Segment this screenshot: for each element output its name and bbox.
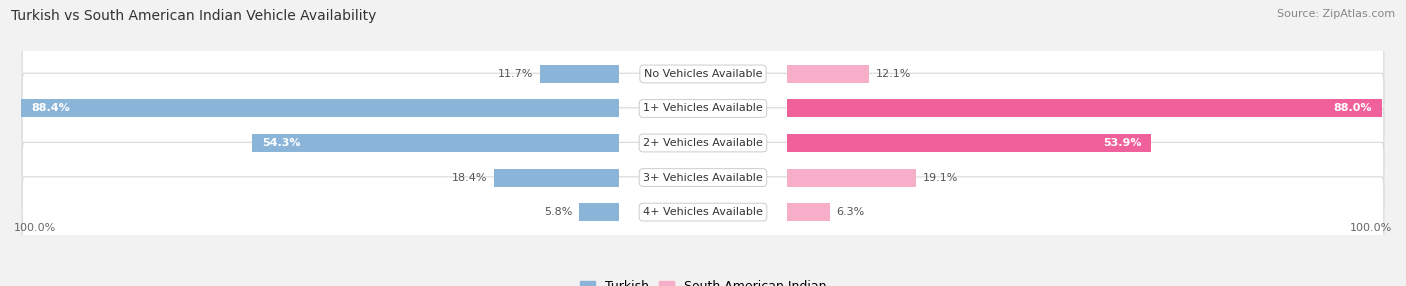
Text: 5.8%: 5.8% — [544, 207, 572, 217]
Text: 3+ Vehicles Available: 3+ Vehicles Available — [643, 172, 763, 182]
Text: 88.4%: 88.4% — [31, 104, 70, 114]
Bar — [540, 65, 619, 83]
Text: 53.9%: 53.9% — [1102, 138, 1142, 148]
Text: 54.3%: 54.3% — [262, 138, 301, 148]
Bar — [252, 134, 619, 152]
Text: No Vehicles Available: No Vehicles Available — [644, 69, 762, 79]
Text: 6.3%: 6.3% — [837, 207, 865, 217]
Text: Turkish vs South American Indian Vehicle Availability: Turkish vs South American Indian Vehicle… — [11, 9, 377, 23]
Text: Source: ZipAtlas.com: Source: ZipAtlas.com — [1277, 9, 1395, 19]
FancyBboxPatch shape — [22, 108, 1384, 178]
Bar — [787, 100, 1382, 118]
Text: 2+ Vehicles Available: 2+ Vehicles Available — [643, 138, 763, 148]
Legend: Turkish, South American Indian: Turkish, South American Indian — [575, 275, 831, 286]
Text: 88.0%: 88.0% — [1333, 104, 1372, 114]
Bar — [21, 100, 619, 118]
FancyBboxPatch shape — [22, 39, 1384, 109]
Bar — [787, 203, 830, 221]
Text: 100.0%: 100.0% — [14, 223, 56, 233]
Text: 12.1%: 12.1% — [876, 69, 911, 79]
Text: 19.1%: 19.1% — [924, 172, 959, 182]
Bar — [787, 65, 869, 83]
Text: 18.4%: 18.4% — [453, 172, 488, 182]
Text: 100.0%: 100.0% — [1350, 223, 1392, 233]
FancyBboxPatch shape — [22, 73, 1384, 144]
Bar — [787, 168, 917, 186]
Text: 1+ Vehicles Available: 1+ Vehicles Available — [643, 104, 763, 114]
Text: 11.7%: 11.7% — [498, 69, 533, 79]
FancyBboxPatch shape — [22, 177, 1384, 247]
Text: 4+ Vehicles Available: 4+ Vehicles Available — [643, 207, 763, 217]
FancyBboxPatch shape — [22, 142, 1384, 213]
Bar — [579, 203, 619, 221]
Bar — [495, 168, 619, 186]
Bar — [787, 134, 1152, 152]
